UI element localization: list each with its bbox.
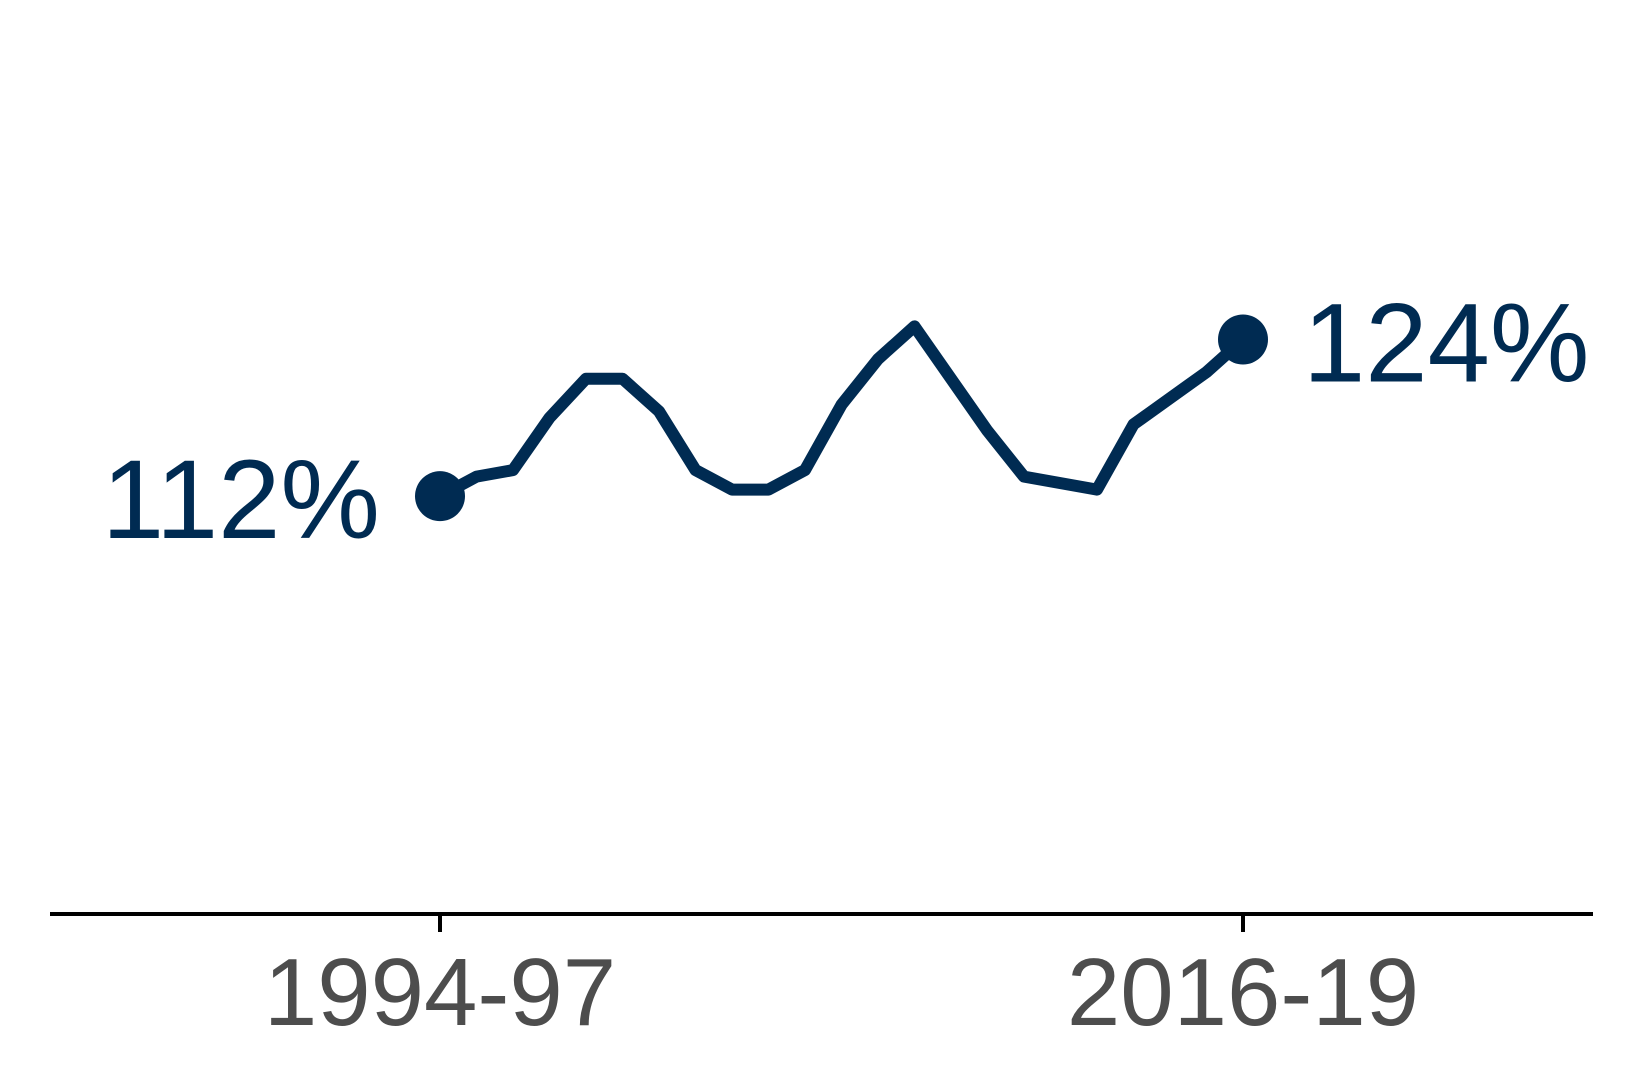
- end-value-label: 124%: [1303, 280, 1589, 405]
- x-tick-label: 1994-97: [264, 939, 616, 1046]
- end-point: [1218, 314, 1268, 365]
- plot-area: 112% 124%: [102, 280, 1590, 562]
- x-tick-label: 2016-19: [1067, 939, 1419, 1046]
- x-axis: 1994-97 2016-19: [50, 912, 1593, 1046]
- series-line: [434, 320, 1249, 503]
- endpoint-markers: [415, 314, 1268, 522]
- start-point: [415, 471, 465, 522]
- start-value-label: 112%: [102, 437, 380, 562]
